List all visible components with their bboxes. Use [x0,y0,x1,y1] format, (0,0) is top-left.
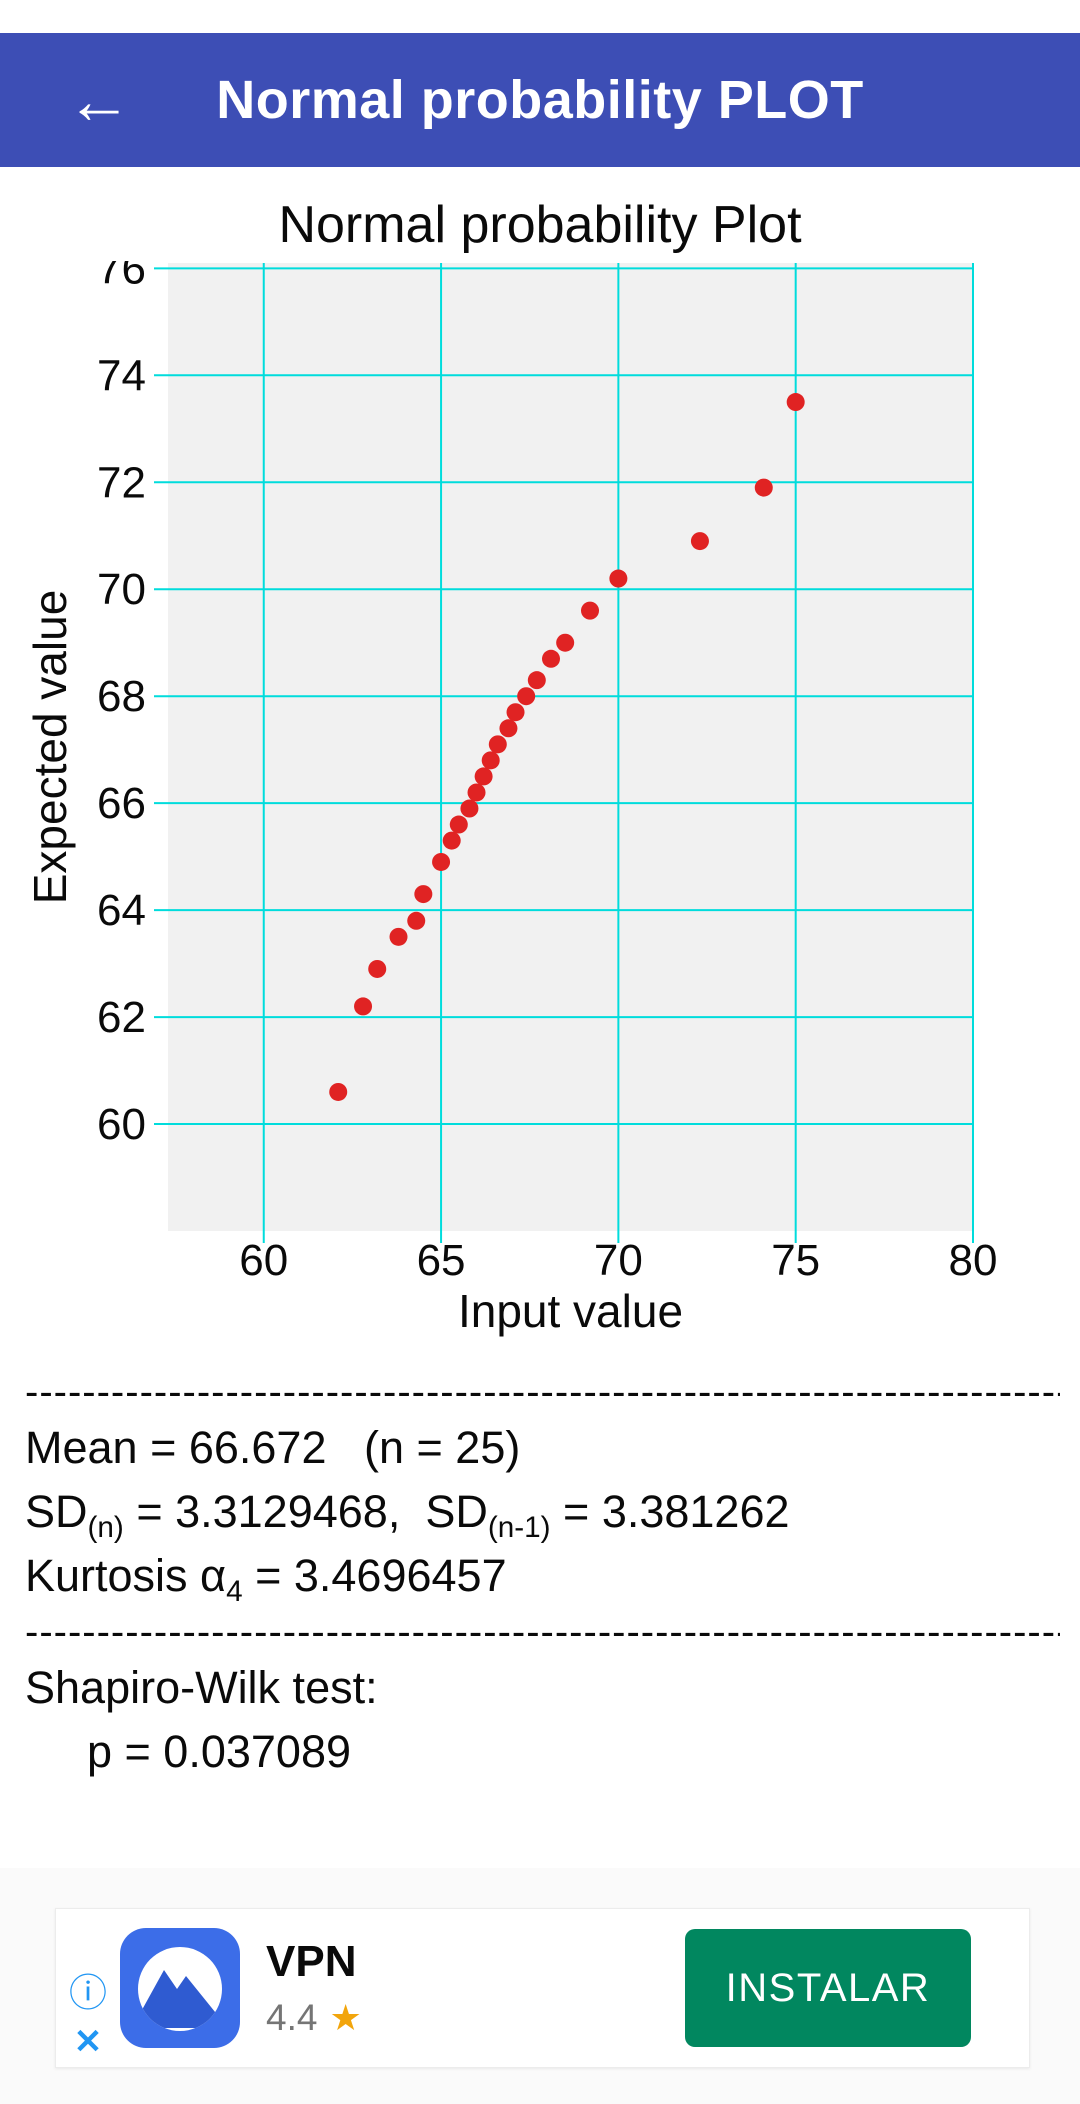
stat-line-sd: SD(n) = 3.3129468, SD(n-1) = 3.381262 [25,1486,790,1544]
data-point [432,852,451,871]
dashed-separator: ----------------------------------------… [25,1610,1060,1654]
ad-rating-value: 4.4 [266,1997,318,2038]
y-tick-label: 60 [97,1100,146,1149]
y-tick-label: 62 [97,993,146,1042]
data-point [517,687,536,706]
data-point [368,959,387,978]
data-point [414,885,433,904]
stat-line-kurtosis: Kurtosis α4 = 3.4696457 [25,1550,507,1608]
ad-app-info: VPN 4.4 ★ [266,1937,362,2039]
y-tick-label: 76 [97,261,146,293]
y-tick-label: 64 [97,886,146,935]
star-icon: ★ [329,1997,362,2038]
normal-probability-plot: 60 65 70 75 80 60 62 64 66 68 70 72 74 76 Input value E… [28,261,998,1337]
shapiro-wilk-label: Shapiro-Wilk test: [25,1662,378,1713]
data-point [754,478,773,497]
install-button[interactable]: INSTALAR [685,1929,971,2047]
data-point [786,393,805,412]
data-point [354,997,373,1016]
chart-title: Normal probability Plot [278,196,802,254]
back-arrow-icon[interactable]: ← [66,63,132,137]
x-tick-label: 65 [417,1236,466,1285]
ad-close-icon[interactable]: ✕ [73,2023,103,2061]
data-point [389,927,408,946]
vpn-app-icon[interactable] [120,1928,240,2048]
app-bar: ← Normal probability PLOT [0,33,1080,167]
shapiro-p-value: p = 0.037089 [87,1726,352,1777]
x-tick-label: 60 [239,1236,288,1285]
dashed-separator: ----------------------------------------… [25,1370,1060,1414]
data-point [690,532,709,551]
data-point [609,569,628,588]
ad-banner-region: ⓘ ✕ VPN 4.4 ★ INSTALAR [0,1868,1080,2104]
data-point [407,911,426,930]
data-point [499,719,518,738]
ad-app-name: VPN [266,1937,357,1986]
data-point [488,735,507,754]
statistics-panel: ----------------------------------------… [25,1368,1080,1784]
y-tick-label: 66 [97,779,146,828]
ad-banner[interactable]: ⓘ ✕ VPN 4.4 ★ INSTALAR [55,1908,1030,2068]
y-tick-label: 72 [97,458,146,507]
x-tick-label: 75 [771,1236,820,1285]
data-point [460,799,479,818]
data-point [506,703,525,722]
y-tick-label: 68 [97,672,146,721]
y-tick-label: 74 [97,351,146,400]
status-bar [0,0,1080,33]
data-point [449,815,468,834]
ad-controls: ⓘ ✕ [56,1909,120,2067]
x-tick-label: 80 [949,1236,998,1285]
y-axis-label: Expected value [28,590,76,905]
y-tick-label: 70 [97,565,146,614]
data-point [556,633,575,652]
data-point [329,1082,348,1101]
data-point [467,783,486,802]
ad-rating: 4.4 ★ [266,1997,362,2039]
data-point [442,831,461,850]
plot-area [168,263,973,1231]
app-bar-title: Normal probability PLOT [216,70,864,130]
ad-info-icon[interactable]: ⓘ [68,1973,107,2015]
data-point [474,767,493,786]
data-point [541,649,560,668]
stat-line-mean: Mean = 66.672 (n = 25) [25,1422,521,1473]
x-tick-label: 70 [594,1236,643,1285]
x-axis-label: Input value [458,1285,683,1337]
data-point [581,601,600,620]
data-point [527,671,546,690]
data-point [481,751,500,770]
